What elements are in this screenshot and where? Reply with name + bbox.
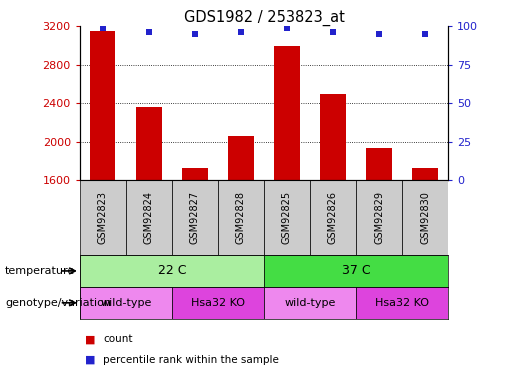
Bar [264, 180, 310, 255]
Text: wild-type: wild-type [100, 298, 151, 308]
Bar [366, 148, 392, 180]
Text: temperature: temperature [5, 266, 75, 276]
Bar [356, 287, 448, 319]
Title: GDS1982 / 253823_at: GDS1982 / 253823_at [183, 10, 345, 26]
Bar [136, 107, 162, 180]
Text: 37 C: 37 C [341, 264, 370, 278]
Text: genotype/variation: genotype/variation [5, 298, 111, 308]
Bar [274, 46, 300, 180]
Text: count: count [103, 334, 132, 344]
Bar [402, 180, 448, 255]
Bar [80, 255, 264, 287]
Bar [356, 180, 402, 255]
Bar [80, 180, 126, 255]
Text: GSM92829: GSM92829 [374, 191, 384, 244]
Bar [413, 168, 438, 180]
Text: GSM92827: GSM92827 [190, 191, 200, 244]
Text: GSM92828: GSM92828 [236, 191, 246, 244]
Text: percentile rank within the sample: percentile rank within the sample [103, 355, 279, 365]
Bar [126, 180, 172, 255]
Bar [172, 180, 218, 255]
Bar [320, 93, 346, 180]
Bar [90, 31, 115, 180]
Bar [172, 287, 264, 319]
Text: GSM92826: GSM92826 [328, 191, 338, 244]
Text: ■: ■ [85, 355, 95, 365]
Text: GSM92823: GSM92823 [98, 191, 108, 244]
Text: GSM92830: GSM92830 [420, 191, 430, 244]
Text: GSM92824: GSM92824 [144, 191, 154, 244]
Text: Hsa32 KO: Hsa32 KO [375, 298, 429, 308]
Bar [228, 136, 253, 180]
Text: 22 C: 22 C [158, 264, 186, 278]
Text: GSM92825: GSM92825 [282, 191, 292, 244]
Bar [182, 168, 208, 180]
Bar [264, 255, 448, 287]
Text: Hsa32 KO: Hsa32 KO [191, 298, 245, 308]
Bar [218, 180, 264, 255]
Text: wild-type: wild-type [284, 298, 336, 308]
Bar [310, 180, 356, 255]
Bar [80, 287, 172, 319]
Text: ■: ■ [85, 334, 95, 344]
Bar [264, 287, 356, 319]
